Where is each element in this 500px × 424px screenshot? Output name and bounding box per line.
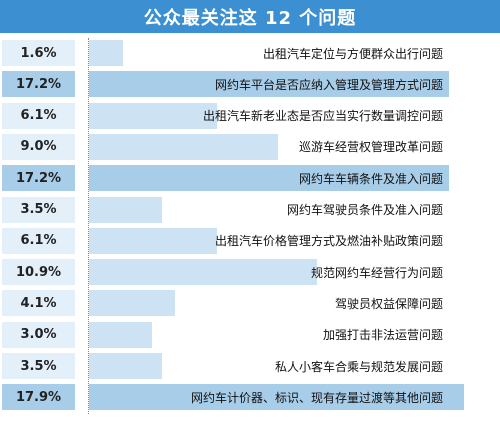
category-label: 网约车车辆条件及准入问题 — [298, 171, 443, 186]
bar — [89, 290, 175, 317]
bar-row: 6.1% 出租汽车价格管理方式及燃油补贴政策问题 — [0, 227, 500, 254]
category-label: 出租汽车价格管理方式及燃油补贴政策问题 — [214, 234, 443, 249]
value-label: 17.2% — [2, 71, 75, 98]
bar — [89, 196, 163, 223]
value-label: 3.0% — [2, 321, 75, 348]
bar-row: 3.0% 加强打击非法运营问题 — [0, 321, 500, 348]
bar-row: 3.5% 私人小客车合乘与规范发展问题 — [0, 353, 500, 379]
bar — [89, 321, 152, 348]
chart-title: 公众最关注这 12 个问题 — [0, 0, 500, 33]
category-label: 出租汽车新老业态是否应当实行数量调控问题 — [202, 109, 443, 124]
bar-row: 17.2% 网约车车辆条件及准入问题 — [0, 165, 500, 192]
axis-divider — [88, 38, 89, 414]
bar — [89, 133, 278, 160]
bar — [89, 40, 123, 66]
bar — [89, 384, 464, 411]
category-label: 出租汽车定位与方便群众出行问题 — [262, 46, 443, 61]
bar-row: 17.2% 网约车平台是否应纳入管理及管理方式问题 — [0, 71, 500, 98]
bar-row: 9.0% 巡游车经营权管理改革问题 — [0, 133, 500, 160]
category-label: 巡游车经营权管理改革问题 — [298, 140, 443, 155]
category-label: 私人小客车合乘与规范发展问题 — [274, 359, 443, 374]
category-label: 规范网约车经营行为问题 — [310, 265, 443, 280]
bar — [89, 353, 163, 379]
bar — [89, 102, 217, 129]
bar-row: 10.9% 规范网约车经营行为问题 — [0, 259, 500, 286]
value-label: 10.9% — [2, 259, 75, 286]
value-label: 17.2% — [2, 165, 75, 192]
bar-row: 1.6% 出租汽车定位与方便群众出行问题 — [0, 40, 500, 66]
value-label: 6.1% — [2, 102, 75, 129]
value-label: 3.5% — [2, 353, 75, 379]
bar — [89, 165, 450, 192]
value-label: 17.9% — [2, 384, 75, 411]
category-label: 网约车平台是否应纳入管理及管理方式问题 — [214, 77, 443, 92]
category-label: 网约车计价器、标识、现有存量过渡等其他问题 — [190, 390, 443, 405]
bar-row: 3.5% 网约车驾驶员条件及准入问题 — [0, 196, 500, 223]
value-label: 9.0% — [2, 133, 75, 160]
bar — [89, 71, 450, 98]
value-label: 3.5% — [2, 196, 75, 223]
bar-row: 17.9% 网约车计价器、标识、现有存量过渡等其他问题 — [0, 384, 500, 411]
value-label: 6.1% — [2, 227, 75, 254]
category-label: 网约车驾驶员条件及准入问题 — [286, 203, 443, 217]
bar-row: 6.1% 出租汽车新老业态是否应当实行数量调控问题 — [0, 102, 500, 129]
bar — [89, 227, 217, 254]
category-label: 加强打击非法运营问题 — [322, 328, 443, 343]
bar — [89, 259, 318, 286]
bar-row: 4.1% 驾驶员权益保障问题 — [0, 290, 500, 317]
value-label: 1.6% — [2, 40, 75, 66]
value-label: 4.1% — [2, 290, 75, 317]
category-label: 驾驶员权益保障问题 — [334, 296, 443, 311]
